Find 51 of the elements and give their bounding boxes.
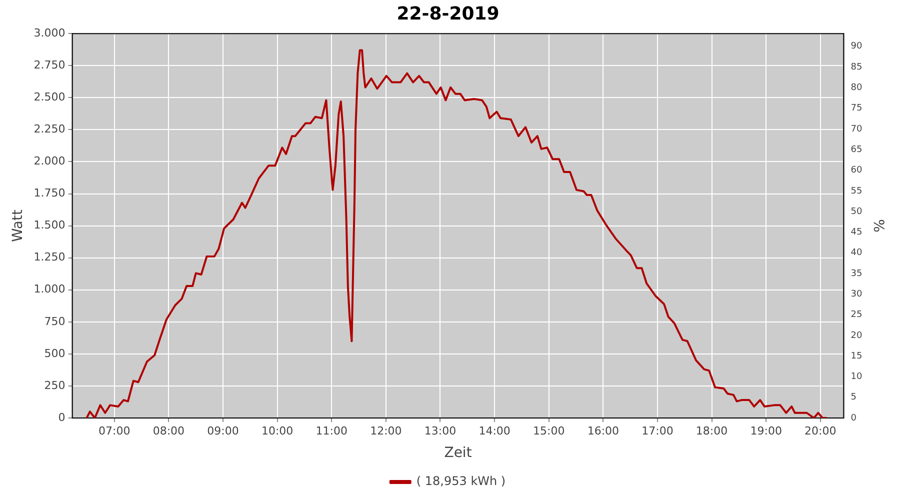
y2-tick-label: 30 <box>850 289 862 300</box>
x-tick-label: 17:00 <box>642 424 674 438</box>
x-tick-label: 16:00 <box>587 424 620 438</box>
y-tick-label: 1.500 <box>34 218 66 232</box>
x-tick-label: 18:00 <box>696 424 728 438</box>
y2-tick-label: 85 <box>850 62 862 72</box>
y2-tick-label: 45 <box>850 228 862 238</box>
y2-tick-label: 25 <box>850 310 862 320</box>
y-tick-label: 2.250 <box>34 122 66 136</box>
x-tick-label: 12:00 <box>370 424 402 438</box>
x-tick-label: 08:00 <box>152 424 185 438</box>
x-tick-label: 13:00 <box>424 424 456 438</box>
y2-tick-label: 70 <box>850 124 862 134</box>
y2-tick-label: 75 <box>850 104 862 114</box>
x-tick-label: 20:00 <box>804 424 836 438</box>
x-tick-label: 14:00 <box>478 424 510 438</box>
y2-tick-label: 40 <box>850 248 862 258</box>
y-tick-label: 500 <box>44 346 66 360</box>
x-axis-title: Zeit <box>444 445 472 462</box>
x-tick-label: 07:00 <box>98 424 130 438</box>
y2-axis-title: % <box>870 219 886 232</box>
y2-tick-label: 5 <box>850 392 856 403</box>
x-tick-label: 15:00 <box>533 424 565 438</box>
y2-tick-label: 0 <box>850 413 857 424</box>
y2-tick-label: 10 <box>850 372 862 382</box>
y2-tick-label: 55 <box>850 186 862 196</box>
y-tick-label: 2.000 <box>34 154 66 168</box>
x-tick-label: 10:00 <box>261 424 294 438</box>
y2-tick-label: 35 <box>850 268 862 279</box>
x-tick-label: 11:00 <box>316 424 348 438</box>
y2-tick-label: 90 <box>850 42 862 52</box>
x-tick-label: 09:00 <box>207 424 239 438</box>
chart-title: 22-8-2019 <box>396 3 500 24</box>
y2-tick-label: 60 <box>850 166 862 176</box>
x-tick-label: 19:00 <box>750 424 782 438</box>
y-tick-label: 1.750 <box>34 186 66 200</box>
y2-tick-label: 65 <box>850 144 862 155</box>
y2-tick-label: 20 <box>850 330 862 341</box>
y-tick-label: 750 <box>44 314 66 328</box>
y-tick-label: 250 <box>44 378 66 392</box>
y-tick-label: 1.250 <box>34 250 66 264</box>
y-tick-label: 0 <box>58 410 66 424</box>
y-tick-label: 2.500 <box>34 90 66 104</box>
y-tick-label: 3.000 <box>34 26 66 40</box>
y2-tick-label: 15 <box>850 351 862 362</box>
y-tick-label: 2.750 <box>34 58 66 72</box>
y-axis-title: Watt <box>10 209 26 242</box>
y-tick-label: 1.000 <box>34 282 66 296</box>
legend-label: ( 18,953 kWh ) <box>416 474 506 488</box>
y2-tick-label: 50 <box>850 206 862 217</box>
y2-tick-label: 80 <box>850 83 862 94</box>
